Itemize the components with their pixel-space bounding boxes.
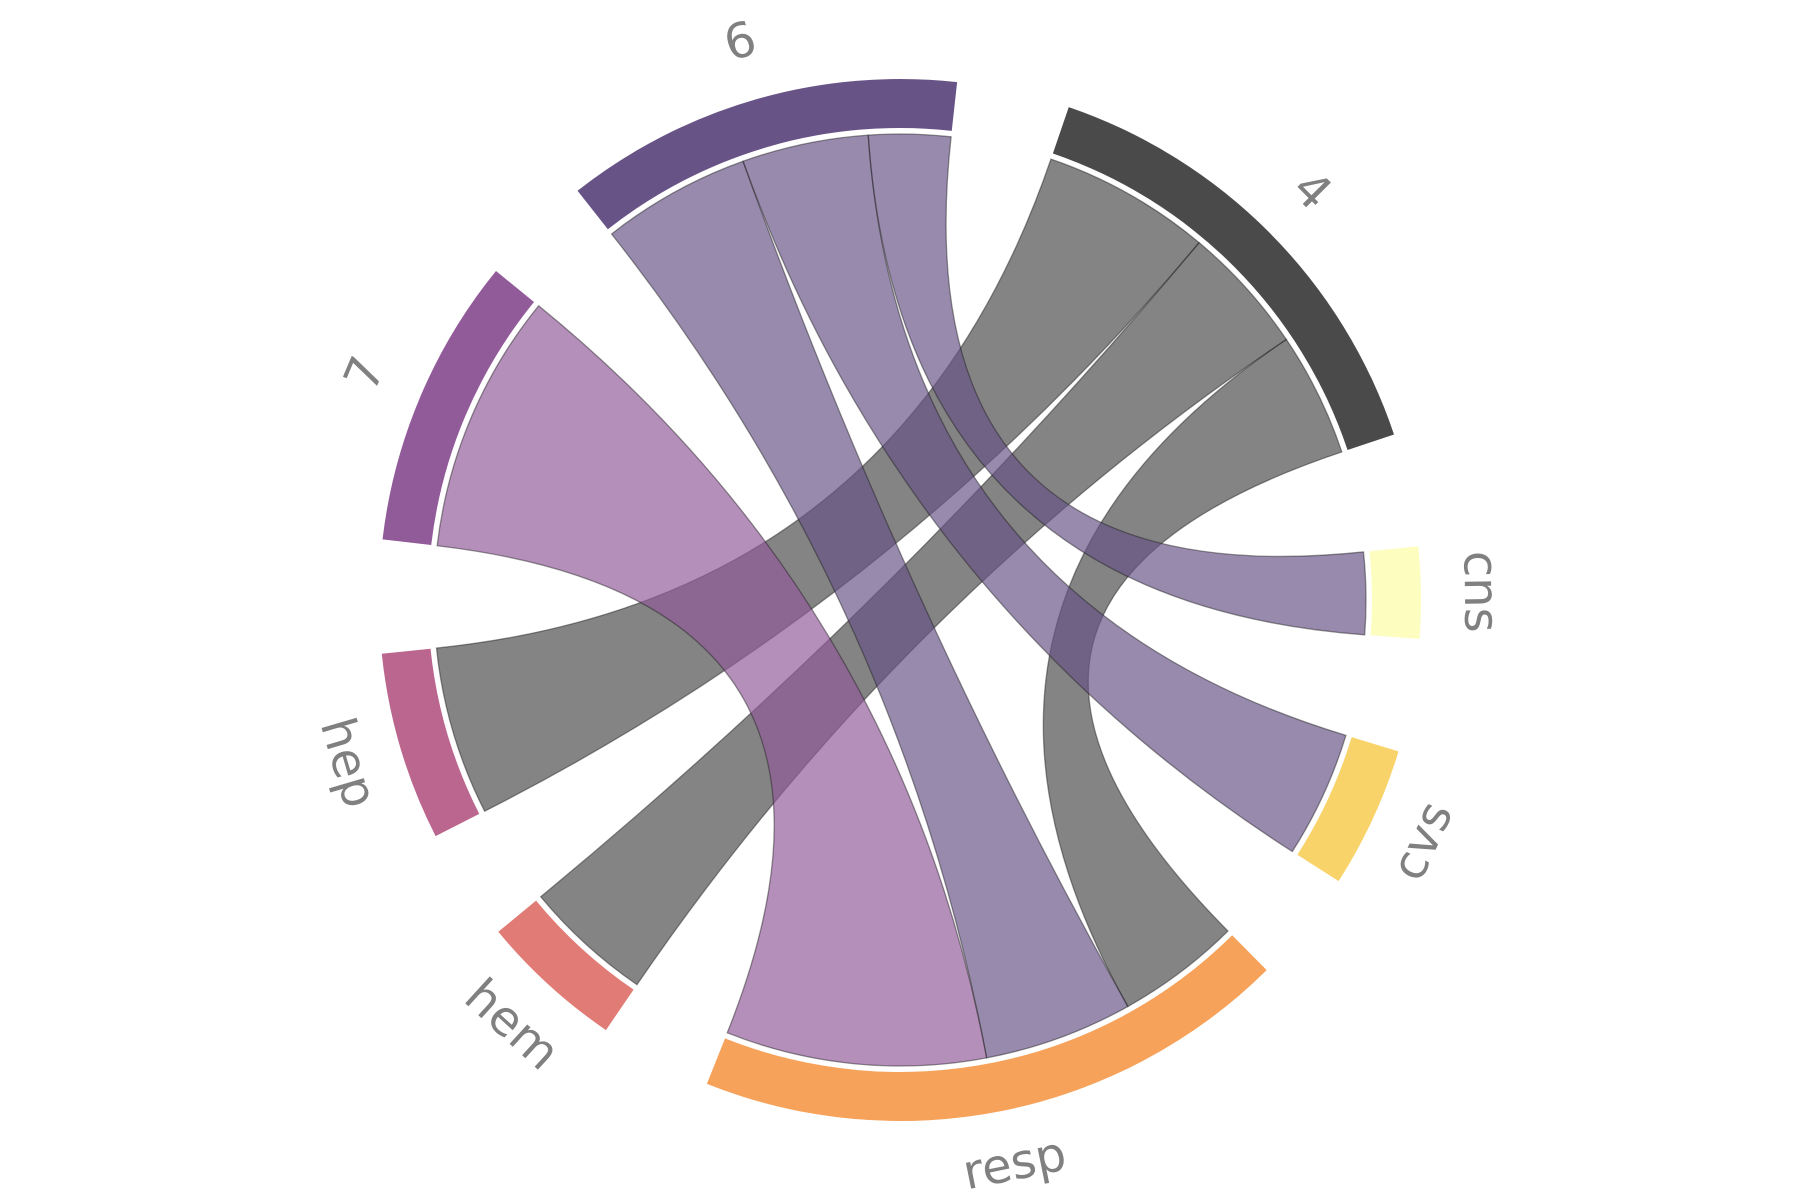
ribbon-4-resp [1042, 338, 1343, 1008]
segment-arc-hep [381, 648, 480, 837]
ribbon-6-cns [867, 133, 1367, 636]
segment-label-hep: hep [309, 711, 388, 814]
ribbon-6-resp [610, 160, 1129, 1059]
segment-label-resp: resp [958, 1126, 1071, 1200]
segment-arc-cns [1369, 546, 1421, 639]
segment-arc-resp [706, 935, 1267, 1121]
segment-label-4: 4 [1282, 160, 1343, 221]
segment-label-6: 6 [718, 10, 763, 72]
ribbon-layer [435, 133, 1367, 1067]
segment-arc-7 [382, 271, 534, 546]
segment-layer [381, 78, 1421, 1121]
segment-label-7: 7 [333, 349, 396, 399]
segment-label-cvs: cvs [1380, 793, 1464, 889]
segment-label-cns: cns [1452, 550, 1509, 633]
ribbon-7-resp [436, 304, 988, 1067]
segment-arc-hem [498, 900, 634, 1031]
segment-arc-4 [1052, 107, 1394, 451]
segment-arc-cvs [1297, 737, 1399, 882]
segment-arc-6 [577, 78, 958, 230]
ribbon-6-cvs [742, 134, 1347, 853]
